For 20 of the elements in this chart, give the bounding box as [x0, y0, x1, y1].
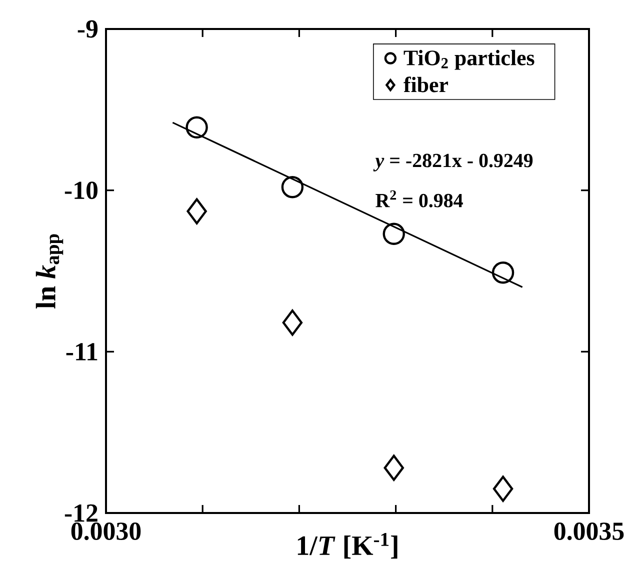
point	[492, 476, 514, 502]
x-tick-label: 0.0035	[554, 522, 624, 540]
x-axis-title: 1/T [K$^{-1}$]	[298, 532, 398, 559]
point	[186, 198, 207, 224]
y-axis-title: ln k$_{app}$	[36, 234, 64, 309]
legend-label: TiO$_{2}$ particles	[404, 50, 534, 70]
point	[282, 310, 303, 336]
annotation: y = -2821x - 0.9249	[373, 154, 533, 172]
legend-label: fiber	[404, 76, 448, 92]
point	[384, 454, 404, 481]
y-tick-label: -10	[64, 182, 98, 200]
y-tick-label: -11	[66, 343, 98, 360]
y-tick-label: -9	[78, 20, 98, 38]
point	[186, 116, 208, 139]
x-tick-label: 0.0030	[71, 522, 141, 540]
point	[492, 262, 514, 284]
point	[382, 222, 405, 245]
y-tick-label: -12	[64, 504, 98, 522]
annotation: R$^{2}$ = 0.984	[376, 190, 463, 208]
point	[281, 176, 304, 198]
